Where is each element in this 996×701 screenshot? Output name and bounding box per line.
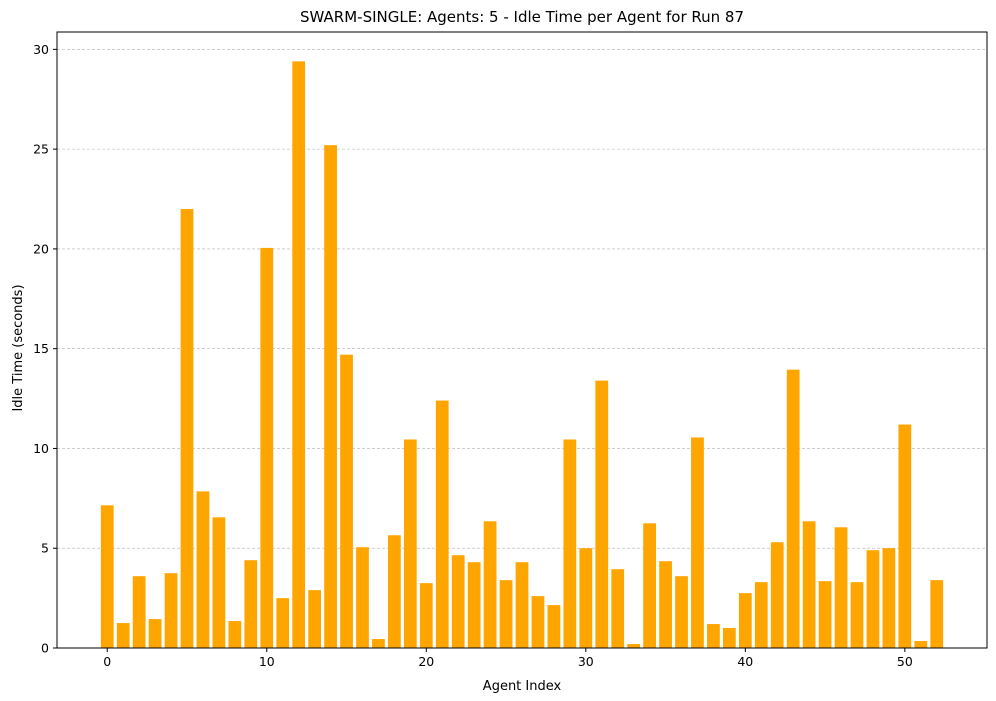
bar-agent-52: [930, 580, 944, 648]
bar-agent-48: [866, 550, 880, 648]
bar-agent-1: [116, 623, 130, 648]
bar-agent-7: [212, 517, 226, 648]
x-tick-label: 0: [103, 654, 111, 669]
bar-agent-24: [483, 521, 497, 648]
bars: [100, 61, 944, 649]
bar-agent-18: [388, 535, 401, 648]
bar-agent-42: [770, 542, 784, 648]
x-tick-label: 20: [418, 654, 434, 669]
bar-agent-45: [818, 581, 832, 648]
bar-agent-50: [898, 424, 912, 648]
bar-agent-20: [419, 583, 433, 648]
bar-agent-2: [132, 576, 146, 648]
bar-agent-27: [531, 596, 545, 648]
bar-agent-41: [754, 582, 768, 648]
bar-agent-44: [802, 521, 816, 648]
bar-agent-31: [595, 380, 609, 648]
bar-agent-22: [451, 555, 465, 648]
bar-agent-6: [196, 491, 210, 648]
x-axis-ticks: 0 10 20 30 40 50: [103, 648, 913, 669]
bar-agent-5: [180, 208, 194, 648]
bar-agent-16: [356, 547, 369, 648]
bar-agent-17: [372, 639, 385, 648]
bar-agent-8: [228, 621, 242, 648]
grid-lines: [57, 49, 987, 549]
bar-agent-15: [340, 354, 353, 648]
bar-agent-49: [882, 548, 896, 648]
bar-agent-12: [292, 61, 306, 649]
bar-agent-0: [100, 505, 114, 648]
bar-agent-19: [403, 439, 417, 648]
bar-agent-11: [276, 598, 290, 648]
bar-agent-14: [324, 145, 337, 648]
bar-agent-51: [914, 641, 928, 648]
bar-agent-46: [834, 527, 848, 648]
bar-agent-23: [467, 562, 481, 648]
bar-agent-10: [260, 247, 274, 648]
y-tick-label: 20: [33, 241, 49, 256]
y-tick-label: 5: [41, 541, 49, 556]
bar-agent-30: [579, 548, 593, 648]
bar-agent-4: [164, 573, 178, 648]
bar-agent-29: [563, 439, 577, 648]
bar-agent-21: [435, 400, 449, 648]
x-axis-label: Agent Index: [483, 679, 562, 694]
x-tick-label: 30: [578, 654, 594, 669]
bar-agent-3: [148, 619, 162, 648]
bar-agent-34: [643, 523, 656, 648]
bar-agent-39: [722, 628, 736, 648]
y-tick-label: 30: [33, 42, 49, 57]
bar-agent-40: [738, 593, 752, 648]
y-tick-label: 10: [33, 441, 49, 456]
bar-agent-37: [691, 437, 704, 648]
y-tick-label: 15: [33, 341, 49, 356]
x-tick-label: 40: [737, 654, 753, 669]
chart-title: SWARM-SINGLE: Agents: 5 - Idle Time per …: [300, 8, 744, 26]
bar-agent-36: [675, 576, 688, 648]
bar-agent-38: [707, 624, 720, 648]
bar-agent-28: [547, 605, 561, 648]
bar-agent-13: [308, 590, 322, 648]
plot-frame: [56, 31, 988, 649]
bar-agent-43: [786, 369, 800, 648]
y-axis-ticks: 0 5 10 15 20 25 30: [33, 42, 57, 656]
bar-agent-32: [611, 569, 625, 648]
y-tick-label: 0: [41, 641, 49, 656]
bar-agent-33: [627, 644, 641, 648]
bar-agent-47: [850, 582, 864, 648]
bar-agent-35: [659, 561, 672, 648]
bar-agent-26: [515, 562, 529, 648]
x-tick-label: 10: [259, 654, 275, 669]
bar-agent-9: [244, 560, 258, 648]
x-tick-label: 50: [897, 654, 913, 669]
y-tick-label: 25: [33, 142, 49, 157]
bar-agent-25: [499, 580, 513, 648]
y-axis-label: Idle Time (seconds): [11, 284, 26, 411]
